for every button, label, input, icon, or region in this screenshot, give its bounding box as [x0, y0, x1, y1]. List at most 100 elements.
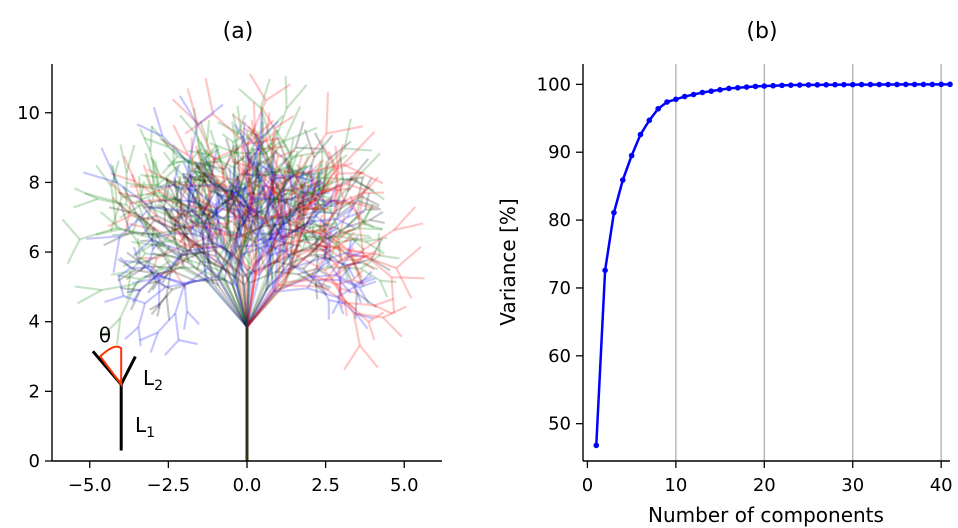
branch-segment — [269, 235, 282, 252]
branch-segment — [110, 186, 118, 229]
branch-segment — [326, 230, 340, 241]
branch-segment — [350, 178, 375, 192]
branch-segment — [222, 147, 239, 171]
branch-segment — [219, 270, 248, 328]
panel-b-x-tick-label: 20 — [753, 475, 776, 496]
branch-segment — [280, 228, 321, 239]
branch-segment — [245, 275, 258, 328]
branch-segment — [266, 252, 270, 287]
branch-segment — [172, 280, 196, 291]
branch-segment — [281, 168, 302, 185]
branch-segment — [338, 260, 360, 270]
branch-segment — [136, 238, 141, 259]
branch-segment — [317, 171, 321, 192]
branch-segment — [269, 188, 278, 229]
branch-segment — [280, 226, 305, 235]
branch-segment — [198, 204, 225, 220]
branch-segment — [339, 156, 345, 181]
branch-segment — [204, 165, 229, 212]
branch-segment — [245, 272, 269, 328]
branch-segment — [291, 143, 309, 161]
branch-segment — [256, 154, 274, 167]
branch-segment — [259, 78, 271, 109]
branch-segment — [237, 173, 246, 194]
branch-segment — [282, 256, 325, 272]
branch-segment — [306, 190, 325, 212]
variance-point — [619, 177, 626, 183]
branch-segment — [204, 222, 228, 225]
branch-segment — [234, 237, 246, 272]
branch-segment — [267, 244, 285, 253]
branch-segment — [178, 205, 187, 217]
branch-segment — [274, 169, 280, 196]
branch-segment — [200, 250, 216, 258]
branch-segment — [348, 250, 364, 258]
branch-segment — [151, 216, 166, 227]
branch-segment — [251, 185, 255, 199]
variance-point — [743, 84, 750, 90]
branch-segment — [221, 245, 254, 276]
branch-segment — [232, 165, 238, 193]
branch-segment — [149, 332, 159, 353]
branch-segment — [294, 223, 299, 257]
branch-segment — [271, 188, 292, 196]
branch-segment — [282, 197, 297, 224]
variance-point — [876, 81, 883, 88]
panel-a-x-ticks: −5.0 −2.5 0.0 2.5 5.0 — [68, 461, 419, 496]
variance-point — [708, 88, 715, 94]
branch-segment — [300, 196, 319, 211]
branch-segment — [234, 148, 257, 166]
branch-segment — [213, 208, 250, 266]
branch-segment — [230, 197, 267, 217]
branch-segment — [279, 273, 313, 291]
branch-segment — [367, 311, 385, 323]
branch-segment — [119, 283, 137, 319]
branch-segment — [370, 258, 391, 272]
branch-segment — [291, 166, 308, 192]
branch-segment — [231, 181, 240, 199]
branch-segment — [284, 76, 288, 109]
branch-segment — [270, 229, 285, 240]
branch-segment — [218, 187, 225, 209]
branch-segment — [164, 244, 184, 257]
branch-segment — [294, 196, 317, 208]
branch-segment — [296, 226, 319, 234]
branch-segment — [252, 192, 272, 229]
branch-segment — [304, 173, 323, 215]
branch-segment — [244, 209, 268, 213]
branch-segment — [271, 137, 279, 158]
branch-segment — [130, 198, 162, 205]
branch-segment — [247, 126, 263, 144]
branch-segment — [332, 167, 346, 201]
branch-segment — [298, 203, 302, 235]
branch-segment — [219, 215, 235, 220]
branch-segment — [235, 186, 240, 200]
branch-segment — [103, 231, 131, 247]
branch-segment — [100, 147, 119, 184]
branch-segment — [240, 134, 260, 173]
branch-segment — [137, 302, 147, 328]
branch-segment — [275, 196, 284, 214]
branch-segment — [139, 214, 158, 222]
branch-segment — [163, 224, 176, 241]
branch-segment — [315, 147, 346, 179]
branch-segment — [293, 183, 315, 189]
branch-segment — [329, 258, 348, 267]
branch-segment — [278, 255, 299, 291]
branch-segment — [242, 146, 253, 168]
branch-segment — [182, 189, 207, 216]
variance-point — [752, 83, 759, 90]
branch-segment — [151, 244, 166, 247]
branch-segment — [132, 211, 158, 231]
branch-segment — [150, 229, 174, 236]
branch-segment — [194, 219, 228, 230]
panel-b-y-tick-label: 80 — [548, 210, 571, 231]
branch-segment — [234, 271, 249, 328]
branch-segment — [250, 216, 275, 235]
branch-segment — [139, 259, 150, 272]
branch-segment — [161, 138, 179, 158]
branch-segment — [99, 211, 122, 230]
branch-segment — [308, 163, 323, 180]
branch-segment — [262, 139, 283, 156]
branch-segment — [192, 160, 203, 183]
